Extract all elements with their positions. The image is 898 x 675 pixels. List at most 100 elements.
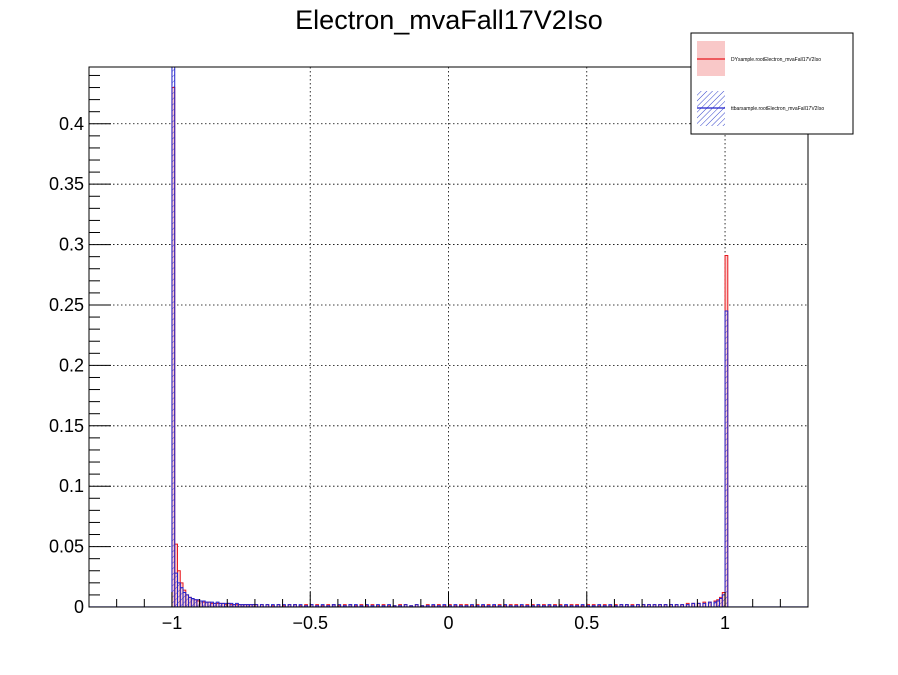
bin-ttbar [719, 598, 723, 607]
bin-ttbar [702, 603, 706, 607]
bin-ttbar [205, 602, 208, 607]
bin-ttbar [224, 603, 228, 607]
bin-ttbar [713, 602, 717, 607]
bin-ttbar [509, 605, 513, 607]
bin-ttbar [196, 599, 200, 607]
bin-ttbar [614, 605, 618, 607]
x-tick-label: −0.5 [292, 613, 328, 633]
bin-ttbar [415, 604, 419, 607]
bin-ttbar [310, 604, 313, 607]
plot-area [89, 67, 808, 607]
bin-ttbar [603, 605, 607, 607]
bin-ttbar [542, 605, 546, 607]
bin-ttbar [348, 604, 352, 607]
bin-ttbar [725, 311, 728, 607]
bin-ttbar [288, 604, 291, 607]
legend-label-dy: DYsample.rootElectron_mvaFall17V2Iso [731, 57, 821, 63]
bin-ttbar [221, 603, 225, 607]
bin-ttbar [525, 605, 529, 607]
bin-ttbar [716, 600, 720, 607]
bin-ttbar [514, 605, 518, 607]
bin-ttbar [177, 582, 181, 607]
y-tick-label: 0.1 [59, 476, 84, 496]
bin-ttbar [647, 604, 651, 607]
bin-ttbar [252, 604, 255, 607]
bin-ttbar [326, 605, 330, 607]
y-tick-label: 0.05 [49, 537, 84, 557]
bin-ttbar [191, 598, 195, 607]
bin-ttbar [241, 604, 244, 607]
bin-ttbar [664, 604, 667, 607]
bin-ttbar [230, 603, 233, 607]
bin-ttbar [235, 603, 239, 607]
bin-ttbar [393, 605, 396, 607]
bin-ttbar [559, 605, 562, 607]
bin-ttbar [210, 602, 214, 607]
x-tick-label: −1 [162, 613, 183, 633]
bin-ttbar [213, 603, 217, 607]
x-tick-label: 1 [720, 613, 730, 633]
bin-ttbar [265, 604, 269, 607]
bin-ttbar [238, 604, 242, 607]
bin-ttbar [199, 600, 203, 607]
bin-ttbar [315, 605, 319, 607]
y-tick-label: 0.15 [49, 416, 84, 436]
bin-ttbar [174, 573, 178, 607]
bin-ttbar [465, 605, 468, 607]
chart-title: Electron_mvaFall17V2Iso [295, 5, 603, 35]
bin-ttbar [722, 594, 726, 607]
bin-ttbar [202, 600, 206, 607]
histogram-bins [171, 67, 728, 607]
bin-ttbar [708, 602, 712, 607]
bin-ttbar [476, 605, 479, 607]
y-tick-label: 0.2 [59, 355, 84, 375]
bin-ttbar [625, 604, 629, 607]
bin-ttbar [382, 605, 385, 607]
bin-ttbar [249, 604, 253, 607]
bin-ttbar [207, 602, 211, 607]
bin-ttbar [575, 605, 579, 607]
bin-ttbar [437, 605, 441, 607]
bin-ttbar [553, 605, 557, 607]
bin-ttbar [232, 604, 236, 607]
histogram-outlines [89, 67, 808, 607]
x-tick-label: 0.5 [574, 613, 599, 633]
bin-ttbar [304, 605, 308, 607]
bin-ttbar [371, 605, 374, 607]
bin-ttbar [183, 592, 186, 607]
bin-ttbar [592, 605, 596, 607]
bin-ttbar [631, 605, 634, 607]
bin-ttbar [293, 604, 297, 607]
bin-ttbar [658, 604, 662, 607]
bin-ttbar [420, 605, 424, 607]
bin-ttbar [619, 604, 623, 607]
bin-ttbar [218, 603, 222, 607]
bin-ttbar [243, 604, 247, 607]
bin-ttbar [227, 603, 231, 607]
y-tick-label: 0.35 [49, 174, 84, 194]
y-tick-label: 0.25 [49, 295, 84, 315]
bin-ttbar [185, 594, 189, 607]
bin-ttbar [680, 604, 684, 607]
bin-ttbar [194, 599, 197, 607]
y-tick-label: 0.3 [59, 235, 84, 255]
bin-ttbar [487, 605, 490, 607]
bin-ttbar [409, 605, 413, 607]
bin-ttbar [360, 605, 363, 607]
bin-ttbar [404, 604, 408, 607]
bin-ttbar [642, 604, 645, 607]
bin-ttbar [216, 602, 219, 607]
bin-ttbar [188, 597, 192, 607]
bin-ttbar [254, 604, 258, 607]
bin-ttbar [691, 603, 695, 607]
bin-ttbar [426, 605, 430, 607]
y-tick-label: 0 [74, 597, 84, 617]
bin-ttbar [531, 605, 535, 607]
y-tick-label: 0.4 [59, 114, 84, 134]
bin-ttbar [448, 605, 452, 607]
bin-ttbar [697, 603, 701, 607]
bin-ttbar [586, 605, 590, 607]
legend-label-ttbar: ttbarsample.rootElectron_mvaFall17V2Iso [731, 106, 824, 112]
bin-ttbar [686, 604, 690, 607]
bin-ttbar [570, 605, 573, 607]
